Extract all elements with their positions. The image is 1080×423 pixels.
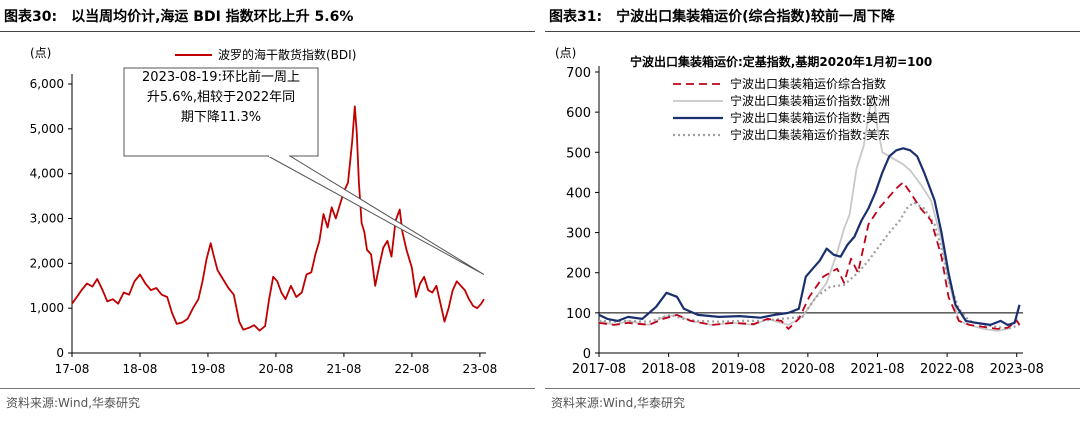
y-tick-label: 4,000 bbox=[30, 167, 64, 181]
x-tick-label: 23-08 bbox=[462, 362, 497, 376]
legend-label-bdi: 波罗的海干散货指数(BDI) bbox=[218, 47, 356, 62]
right-figure-number: 图表31: bbox=[549, 9, 603, 25]
us-west-series-line bbox=[598, 147, 1021, 326]
left-title-rule bbox=[0, 31, 535, 32]
callout-pointer bbox=[267, 155, 485, 275]
y-tick-label: 500 bbox=[566, 146, 591, 161]
chart-inner-title: 宁波出口集装箱运价:定基指数,基期2020年1月初=100 bbox=[630, 54, 932, 69]
x-tick-label: 2022-08 bbox=[920, 362, 974, 377]
legend-us-east-label: 宁波出口集装箱运价指数:美东 bbox=[730, 127, 890, 142]
x-tick-label: 2017-08 bbox=[572, 362, 626, 377]
left-source-rule bbox=[0, 388, 535, 389]
x-tick-label: 18-08 bbox=[123, 362, 158, 376]
right-figure-title: 图表31: 宁波出口集装箱运价(综合指数)较前一周下降 bbox=[549, 6, 895, 26]
x-tick-label: 17-08 bbox=[55, 362, 90, 376]
y-tick-label: 700 bbox=[566, 66, 591, 81]
right-unit-label: (点) bbox=[555, 46, 577, 60]
callout-box bbox=[123, 67, 319, 157]
left-figure-caption: 以当周均价计,海运 BDI 指数环比上升 5.6% bbox=[71, 9, 354, 25]
y-tick-label: 3,000 bbox=[30, 212, 64, 226]
x-tick-label: 20-08 bbox=[259, 362, 294, 376]
y-tick-label: 1,000 bbox=[30, 301, 64, 315]
right-line-chart: 0 100 200 300 400 500 600 700 2017-08 2018-08 2019… bbox=[566, 54, 1044, 377]
annotation-line-2: 升5.6%,相较于2022年同 bbox=[146, 90, 296, 105]
legend-europe-label: 宁波出口集装箱运价指数:欧洲 bbox=[730, 93, 890, 108]
left-source-note: 资料来源:Wind,华泰研究 bbox=[6, 396, 141, 410]
y-tick-label: 0 bbox=[583, 347, 591, 362]
y-tick-label: 100 bbox=[566, 307, 591, 322]
y-tick-label: 400 bbox=[566, 186, 591, 201]
left-line-chart: 0 1,000 2,000 3,000 4,000 5,000 6,000 17-08 18-0… bbox=[30, 47, 498, 376]
y-tick-label: 600 bbox=[566, 106, 591, 121]
y-tick-label: 2,000 bbox=[30, 256, 64, 270]
right-source-rule bbox=[545, 388, 1080, 389]
right-title-rule bbox=[545, 31, 1080, 32]
annotation-text: 2023-08-19:环比前一周上 升5.6%,相较于2022年同 期下降11.… bbox=[124, 68, 318, 156]
right-figure-caption: 宁波出口集装箱运价(综合指数)较前一周下降 bbox=[616, 9, 895, 25]
x-tick-label: 2020-08 bbox=[781, 362, 835, 377]
legend-us-west-label: 宁波出口集装箱运价指数:美西 bbox=[730, 110, 890, 125]
x-tick-label: 2018-08 bbox=[641, 362, 695, 377]
y-tick-label: 5,000 bbox=[30, 122, 64, 136]
left-figure-title: 图表30: 以当周均价计,海运 BDI 指数环比上升 5.6% bbox=[4, 6, 353, 26]
x-tick-label: 2023-08 bbox=[990, 362, 1044, 377]
y-tick-label: 6,000 bbox=[30, 77, 64, 91]
legend-composite-label: 宁波出口集装箱运价综合指数 bbox=[730, 76, 886, 91]
y-tick-label: 200 bbox=[566, 267, 591, 282]
left-figure-number: 图表30: bbox=[4, 9, 58, 25]
y-tick-label: 0 bbox=[56, 346, 64, 360]
europe-series-line bbox=[598, 95, 1021, 332]
x-tick-label: 2021-08 bbox=[850, 362, 904, 377]
annotation-line-1: 2023-08-19:环比前一周上 bbox=[142, 70, 300, 85]
x-tick-label: 22-08 bbox=[394, 362, 429, 376]
y-tick-label: 300 bbox=[566, 227, 591, 242]
x-tick-label: 2019-08 bbox=[711, 362, 765, 377]
x-tick-label: 19-08 bbox=[191, 362, 226, 376]
bdi-series-line bbox=[71, 105, 485, 332]
x-tick-label: 21-08 bbox=[326, 362, 361, 376]
annotation-line-3: 期下降11.3% bbox=[180, 110, 262, 125]
right-chart-panel: 图表31: 宁波出口集装箱运价(综合指数)较前一周下降 (点) 0 100 200 30… bbox=[545, 0, 1080, 423]
left-unit-label: (点) bbox=[30, 46, 52, 60]
composite-series-line bbox=[598, 181, 1021, 330]
left-chart-panel: 图表30: 以当周均价计,海运 BDI 指数环比上升 5.6% (点) 0 1,00… bbox=[0, 0, 535, 423]
right-source-note: 资料来源:Wind,华泰研究 bbox=[551, 396, 686, 410]
